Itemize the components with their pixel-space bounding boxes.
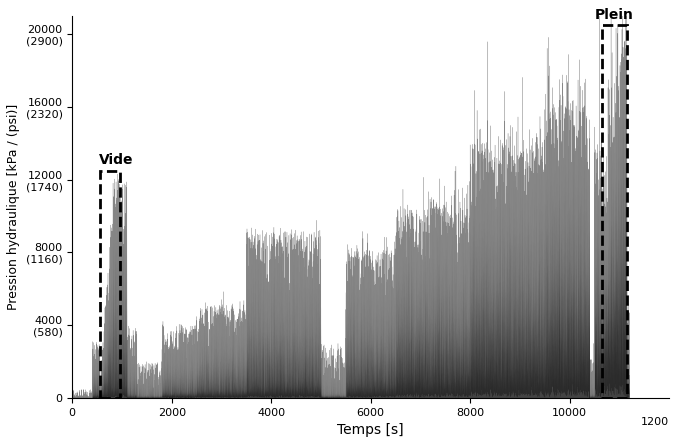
Y-axis label: Pression hydraulique [kPa / (psi)]: Pression hydraulique [kPa / (psi)] — [7, 104, 20, 310]
Text: 1200: 1200 — [641, 417, 669, 427]
X-axis label: Temps [s]: Temps [s] — [337, 423, 404, 437]
Text: Plein: Plein — [595, 8, 634, 21]
Text: Vide: Vide — [99, 153, 133, 167]
Bar — [99, 170, 120, 398]
Bar — [602, 25, 627, 398]
